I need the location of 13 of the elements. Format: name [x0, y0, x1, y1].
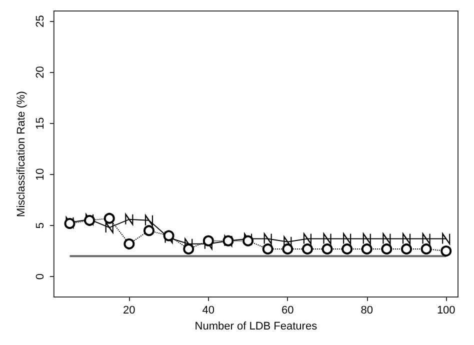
- y-tick-label: 0: [34, 274, 46, 280]
- y-tick-label: 10: [34, 168, 46, 181]
- y-tick-label: 5: [34, 222, 46, 229]
- x-tick-label: 100: [436, 304, 456, 316]
- x-tick-label: 80: [360, 304, 374, 316]
- x-tick-label: 40: [202, 304, 215, 316]
- x-axis-title: Number of LDB Features: [194, 320, 318, 332]
- x-tick-label: 20: [123, 304, 136, 316]
- y-tick-label: 25: [34, 15, 46, 28]
- y-tick-label: 20: [34, 66, 46, 78]
- x-tick-label: 60: [282, 304, 294, 316]
- y-tick-label: 15: [34, 117, 46, 130]
- y-axis-title: Misclassification Rate (%): [16, 91, 28, 217]
